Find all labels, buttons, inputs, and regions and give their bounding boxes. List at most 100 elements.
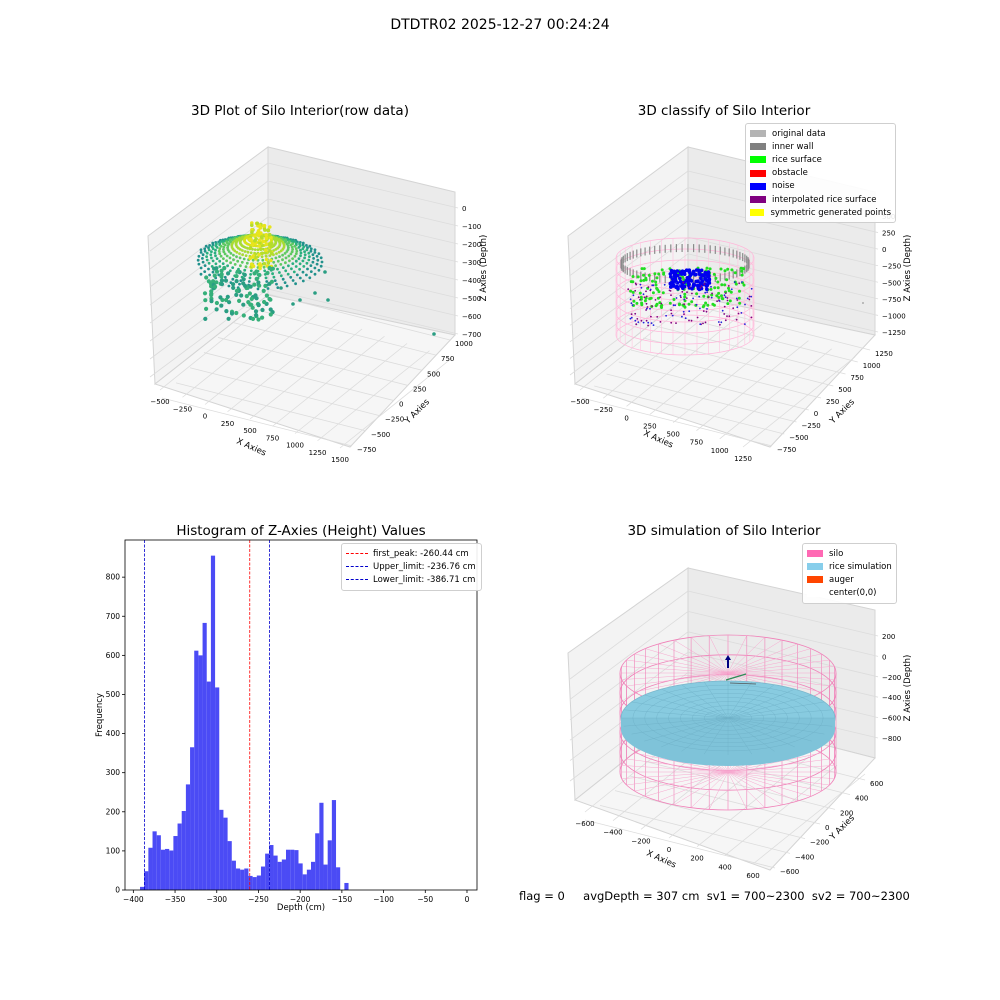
histogram-bar — [148, 847, 153, 890]
panel1-ztick-label: 0 — [462, 205, 466, 213]
legend-label: noise — [772, 181, 795, 192]
legend-item: obstacle — [750, 167, 891, 180]
histogram-bar — [256, 875, 261, 890]
histogram-bar — [344, 882, 349, 890]
panel1-ytick-label: −500 — [371, 431, 390, 439]
histogram-bar — [177, 823, 182, 890]
panel2-classified-points — [627, 266, 864, 327]
panel2-ytick-label: 1000 — [863, 362, 881, 370]
histogram-xlabel: Depth (cm) — [277, 903, 325, 913]
histogram-bar — [244, 868, 249, 890]
panel4-title: 3D simulation of Silo Interior — [627, 523, 821, 539]
histogram-bar — [198, 655, 203, 890]
panel4-ztick-label: −800 — [882, 735, 901, 743]
panel1-ytick-label: 750 — [441, 355, 454, 363]
panel4-xtick-label: −200 — [631, 837, 650, 845]
panel4-xtick-label: 600 — [746, 872, 759, 880]
legend-item: original data — [750, 127, 891, 140]
legend-item: auger — [807, 573, 892, 586]
legend-item: interpolated rice surface — [750, 193, 891, 206]
panel1-xtick-label: 1500 — [331, 456, 349, 464]
legend-line — [346, 553, 368, 555]
panel4-xtick-label: −600 — [575, 820, 594, 828]
panel1-ztick-label: −600 — [462, 313, 481, 321]
panel1-xtick-label: −250 — [173, 405, 192, 413]
histogram-xtick-label: −350 — [165, 895, 186, 904]
histogram-bar — [140, 886, 145, 890]
legend-item: inner wall — [750, 140, 891, 153]
panel3-title: Histogram of Z-Axies (Height) Values — [176, 523, 426, 539]
panel4-xtick-label: 200 — [690, 855, 703, 863]
panel4-ytick-label: 600 — [870, 780, 883, 788]
histogram-bar — [315, 833, 320, 890]
panel4-xtick-label: −400 — [603, 829, 622, 837]
panel2-ztick-label: −750 — [882, 296, 901, 304]
histogram-bar — [290, 849, 295, 890]
histogram-bar — [210, 555, 216, 890]
histogram-bar — [277, 861, 282, 890]
panel4-ztick-label: 200 — [882, 633, 895, 641]
histogram-bar — [336, 867, 341, 890]
panel1-xtick-label: 500 — [243, 427, 256, 435]
histogram-bar — [194, 650, 199, 890]
panel4-ztick-label: 0 — [882, 653, 886, 661]
legend-swatch — [807, 563, 823, 571]
panel2-ztick-label: 250 — [882, 230, 895, 238]
histogram-bar — [156, 835, 161, 890]
histogram-bar — [269, 845, 274, 890]
legend-swatch — [750, 130, 766, 138]
panel2-ytick-label: −500 — [789, 434, 808, 442]
status-footer: flag = 0 avgDepth = 307 cm sv1 = 700~230… — [519, 889, 910, 903]
histogram-bar — [152, 831, 157, 890]
histogram-bar — [181, 811, 186, 890]
legend-swatch — [750, 196, 766, 204]
histogram-bar — [227, 841, 232, 890]
histogram-bar — [248, 875, 253, 890]
histogram-bars — [140, 555, 349, 890]
panel4-ylabel: Y Axies — [827, 813, 857, 843]
legend-item: symmetric generated points — [750, 206, 891, 219]
panel1-ytick-label: −250 — [385, 416, 404, 424]
panel4-ytick-label: −600 — [780, 868, 799, 876]
legend-swatch — [750, 169, 766, 177]
legend-label: Lower_limit: -386.71 cm — [373, 574, 476, 585]
legend-label: rice simulation — [829, 561, 892, 572]
histogram-bar — [302, 874, 307, 890]
legend-label: interpolated rice surface — [772, 194, 877, 205]
histogram-bar — [160, 849, 166, 890]
panel4-xlabel: X Axies — [645, 849, 678, 871]
panel1-title: 3D Plot of Silo Interior(row data) — [191, 103, 409, 119]
legend-item: Lower_limit: -386.71 cm — [346, 573, 477, 586]
legend-swatch — [750, 209, 765, 217]
legend-label: original data — [772, 128, 826, 139]
histogram-bar — [285, 849, 291, 890]
legend-line — [346, 579, 368, 581]
panel4-xtick-label: 0 — [667, 846, 671, 854]
panel4-ytick-label: −200 — [810, 839, 829, 847]
legend-label: Upper_limit: -236.76 cm — [373, 561, 476, 572]
legend-swatch — [750, 143, 766, 151]
histogram-xtick-label: −100 — [373, 895, 394, 904]
panel2-ytick-label: −750 — [777, 446, 796, 454]
histogram-bar — [306, 869, 312, 890]
panel1-ytick-label: 0 — [399, 401, 403, 409]
panel4-ytick-label: 200 — [840, 809, 853, 817]
legend-label: silo — [829, 548, 844, 559]
panel1-xlabel: X Axies — [235, 437, 268, 459]
panel2-ztick-label: −500 — [882, 279, 901, 287]
panel2-xtick-label: 1000 — [711, 447, 729, 455]
panel2-ztick-label: −1250 — [882, 329, 906, 337]
panel1-ytick-label: −750 — [357, 446, 376, 454]
panel1-ytick-label: 500 — [427, 370, 440, 378]
histogram-bar — [260, 866, 266, 890]
panel1-ztick-label: −400 — [462, 277, 481, 285]
panel1-xtick-label: 0 — [203, 413, 207, 421]
legend-swatch — [750, 182, 766, 190]
histogram-ytick-label: 400 — [106, 729, 121, 738]
panel4-ztick-label: −400 — [882, 694, 901, 702]
panel2-ytick-label: 250 — [826, 398, 839, 406]
histogram-xtick-label: −200 — [290, 895, 311, 904]
